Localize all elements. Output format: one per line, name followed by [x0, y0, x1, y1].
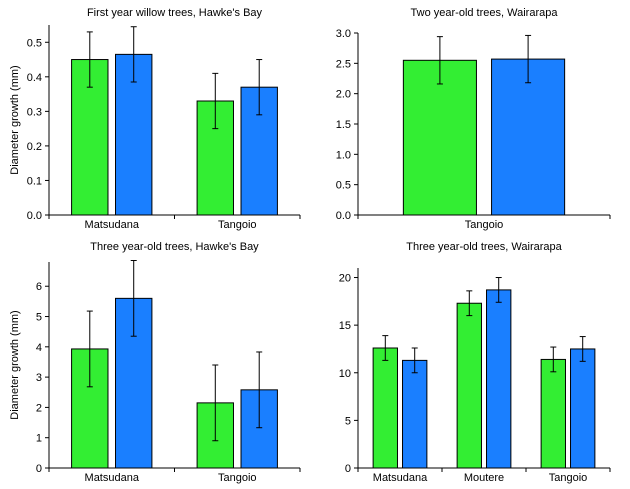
- y-axis-label: Diameter growth (mm): [9, 65, 21, 174]
- x-tick-label: Tangoio: [549, 472, 588, 484]
- bar: [491, 58, 566, 216]
- y-tick-label: 0: [36, 463, 42, 475]
- error-bar: [130, 26, 137, 83]
- error-bar: [436, 36, 443, 85]
- y-tick-label: 0.5: [27, 37, 42, 49]
- x-tick-label: Tangoio: [218, 472, 257, 484]
- error-bar: [495, 277, 502, 303]
- chart-panel-3: Three year-old trees, Hawke's Bay Diamete…: [9, 241, 301, 484]
- y-tick-label: 0.0: [27, 210, 42, 222]
- x-tick-label: Tangoio: [218, 219, 257, 231]
- error-bar: [86, 31, 93, 88]
- y-tick-label: 3.0: [336, 28, 351, 40]
- error-bar: [550, 346, 557, 373]
- error-bar: [130, 259, 137, 337]
- y-tick-label: 4: [36, 342, 42, 354]
- y-tick-label: 1: [36, 433, 42, 445]
- chart-title: Three year-old trees, Wairarapa: [406, 241, 562, 253]
- y-tick-label: 0.5: [336, 180, 351, 192]
- chart-title: First year willow trees, Hawke's Bay: [87, 7, 263, 19]
- y-tick-label: 0.4: [27, 72, 42, 84]
- bar: [570, 348, 596, 469]
- y-tick-label: 0.2: [27, 141, 42, 153]
- chart-title: Two year-old trees, Wairarapa: [411, 7, 559, 19]
- y-tick-label: 3: [36, 372, 42, 384]
- y-tick-label: 6: [36, 281, 42, 293]
- x-tick-label: Matsudana: [373, 472, 428, 484]
- chart-panel-2: Two year-old trees, Wairarapa 0.0 0.5 1.0 1.…: [336, 7, 611, 231]
- y-tick-label: 2: [36, 402, 42, 414]
- y-tick-label: 15: [339, 320, 351, 332]
- y-tick-label: 0.1: [27, 175, 42, 187]
- y-tick-label: 2.5: [336, 58, 351, 70]
- y-tick-label: 2.0: [336, 89, 351, 101]
- y-tick-label: 1.5: [336, 119, 351, 131]
- x-tick-label: Matsudana: [85, 472, 140, 484]
- y-tick-label: 5: [345, 415, 351, 427]
- y-tick-label: 1.0: [336, 149, 351, 161]
- error-bar: [256, 351, 263, 429]
- bar: [486, 289, 512, 469]
- error-bar: [525, 34, 532, 84]
- bar: [540, 358, 566, 469]
- chart-title: Three year-old trees, Hawke's Bay: [90, 241, 259, 253]
- bar: [402, 59, 477, 216]
- error-bar: [411, 347, 418, 374]
- error-bar: [212, 364, 219, 442]
- y-axis-label: Diameter growth (mm): [9, 310, 21, 419]
- error-bar: [579, 336, 586, 362]
- y-tick-label: 0: [345, 463, 351, 475]
- x-tick-label: Matsudana: [85, 219, 140, 231]
- bar: [456, 302, 482, 469]
- bar: [402, 359, 428, 469]
- error-bar: [256, 59, 263, 116]
- x-tick-label: Tangoio: [465, 219, 504, 231]
- bar: [372, 347, 398, 469]
- chart-panel-1: First year willow trees, Hawke's Bay Diam…: [9, 7, 301, 231]
- x-tick-label: Moutere: [464, 472, 504, 484]
- error-bar: [212, 72, 219, 130]
- y-tick-label: 0.0: [336, 210, 351, 222]
- error-bar: [86, 310, 93, 388]
- error-bar: [466, 290, 473, 317]
- y-tick-label: 5: [36, 312, 42, 324]
- error-bar: [382, 335, 389, 361]
- y-tick-label: 0.3: [27, 106, 42, 118]
- chart-panel-4: Three year-old trees, Wairarapa 0 5 10 15 20 M…: [339, 241, 611, 484]
- y-tick-label: 20: [339, 273, 351, 285]
- y-tick-label: 10: [339, 368, 351, 380]
